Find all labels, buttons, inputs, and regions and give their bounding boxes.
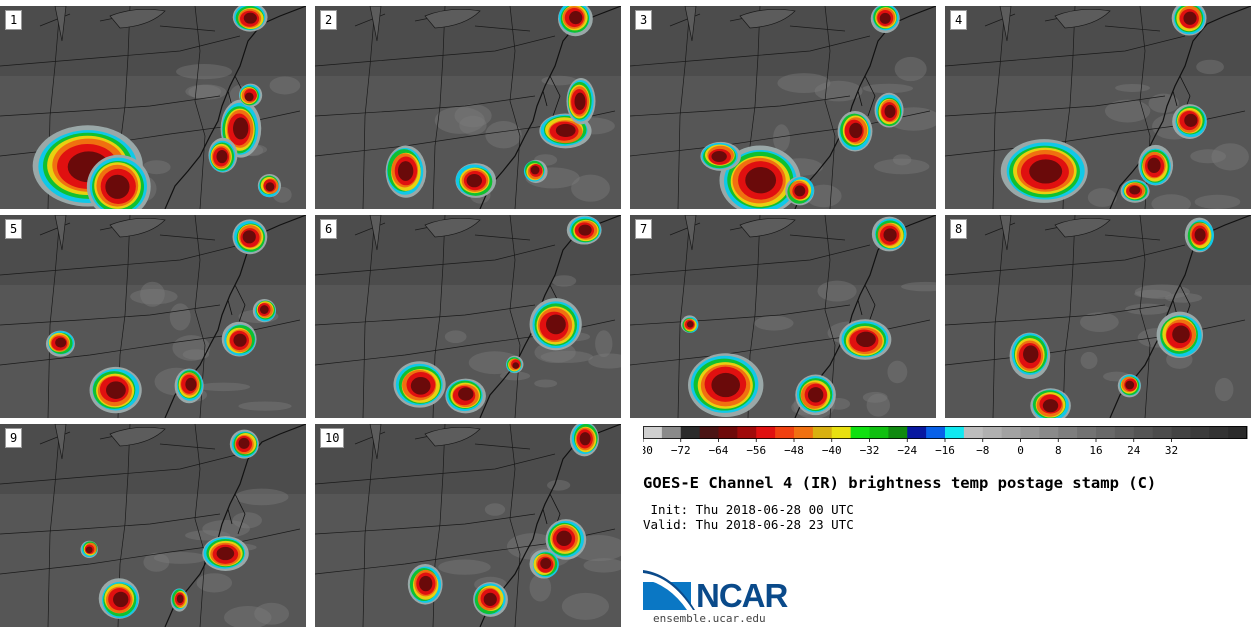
satellite-image [0,6,306,209]
colorbar-swatch [926,426,946,439]
colorbar-swatch [680,426,701,439]
colorbar-swatch [661,426,682,439]
member-panel-3: 3 [630,6,936,209]
colorbar-swatch [963,426,984,439]
colorbar-tick-label: −16 [935,444,955,457]
member-panel-4: 4 [945,6,1251,209]
colorbar-swatch [1077,426,1097,439]
site-url: ensemble.ucar.edu [653,612,766,625]
colorbar-swatch [643,426,663,439]
colorbar-swatch [1039,426,1059,439]
satellite-image [315,6,621,209]
satellite-image [630,6,936,209]
member-panel-2: 2 [315,6,621,209]
colorbar-swatch [982,426,1003,439]
panel-number: 7 [635,219,653,239]
colorbar-swatch [869,426,889,439]
panel-number: 1 [5,10,23,30]
figure-title: GOES-E Channel 4 (IR) brightness temp po… [643,474,1157,492]
colorbar-swatch [1171,426,1191,439]
colorbar-swatch [1020,426,1040,439]
member-panel-5: 5 [0,215,306,418]
colorbar-tick-label: −8 [976,444,989,457]
colorbar-swatch [945,426,965,439]
colorbar-swatch [718,426,738,439]
colorbar-swatch [1152,426,1172,439]
panel-number: 2 [320,10,338,30]
panel-number: 10 [320,428,345,448]
member-panel-10: 10 [315,424,621,627]
colorbar-swatch [1209,426,1229,439]
satellite-image [0,215,306,418]
colorbar-tick-label: 8 [1055,444,1062,457]
satellite-image [315,424,621,627]
colorbar-swatch [756,426,776,439]
member-panel-8: 8 [945,215,1251,418]
satellite-image [945,215,1251,418]
ncar-logo-icon [643,570,695,610]
satellite-image [0,424,306,627]
panel-number: 9 [5,428,23,448]
colorbar-swatch [1096,426,1116,439]
satellite-image [315,215,621,418]
colorbar-tick-label: −72 [671,444,691,457]
member-panel-6: 6 [315,215,621,418]
colorbar-tick-label: 16 [1089,444,1102,457]
colorbar-tick-label: −48 [784,444,804,457]
colorbar-tick-label: 24 [1127,444,1141,457]
colorbar-swatch [812,426,833,439]
panel-number: 3 [635,10,653,30]
colorbar-swatch [1001,426,1021,439]
satellite-image [945,6,1251,209]
panel-number: 5 [5,219,23,239]
colorbar-tick-label: 32 [1165,444,1178,457]
ncar-logo-text: NCAR [696,577,788,614]
panel-number: 8 [950,219,968,239]
colorbar-swatch [888,426,908,439]
colorbar-swatch [1133,426,1154,439]
panel-number: 6 [320,219,338,239]
colorbar-swatch [737,426,757,439]
panel-number: 4 [950,10,968,30]
colorbar-tick-label: −56 [746,444,766,457]
colorbar-tick-label: −40 [822,444,842,457]
init-time: Init: Thu 2018-06-28 00 UTC [643,502,854,517]
colorbar-swatch [1058,426,1078,439]
member-panel-1: 1 [0,6,306,209]
colorbar-swatch [1228,426,1248,439]
colorbar-tick-label: −64 [709,444,729,457]
colorbar-tick-label: −24 [897,444,917,457]
member-panel-7: 7 [630,215,936,418]
colorbar-swatch [1114,426,1135,439]
colorbar-tick-label: 0 [1017,444,1024,457]
colorbar-swatch [831,426,852,439]
valid-time: Valid: Thu 2018-06-28 23 UTC [643,517,854,532]
colorbar-swatch [1190,426,1210,439]
colorbar-tick-label: −32 [860,444,880,457]
colorbar-tick-label: −80 [643,444,653,457]
satellite-image [630,215,936,418]
colorbar-swatch [699,426,719,439]
colorbar-swatch [794,426,814,439]
colorbar-swatch [850,426,870,439]
colorbar-swatch [775,426,795,439]
colorbar-swatch [907,426,927,439]
member-panel-9: 9 [0,424,306,627]
